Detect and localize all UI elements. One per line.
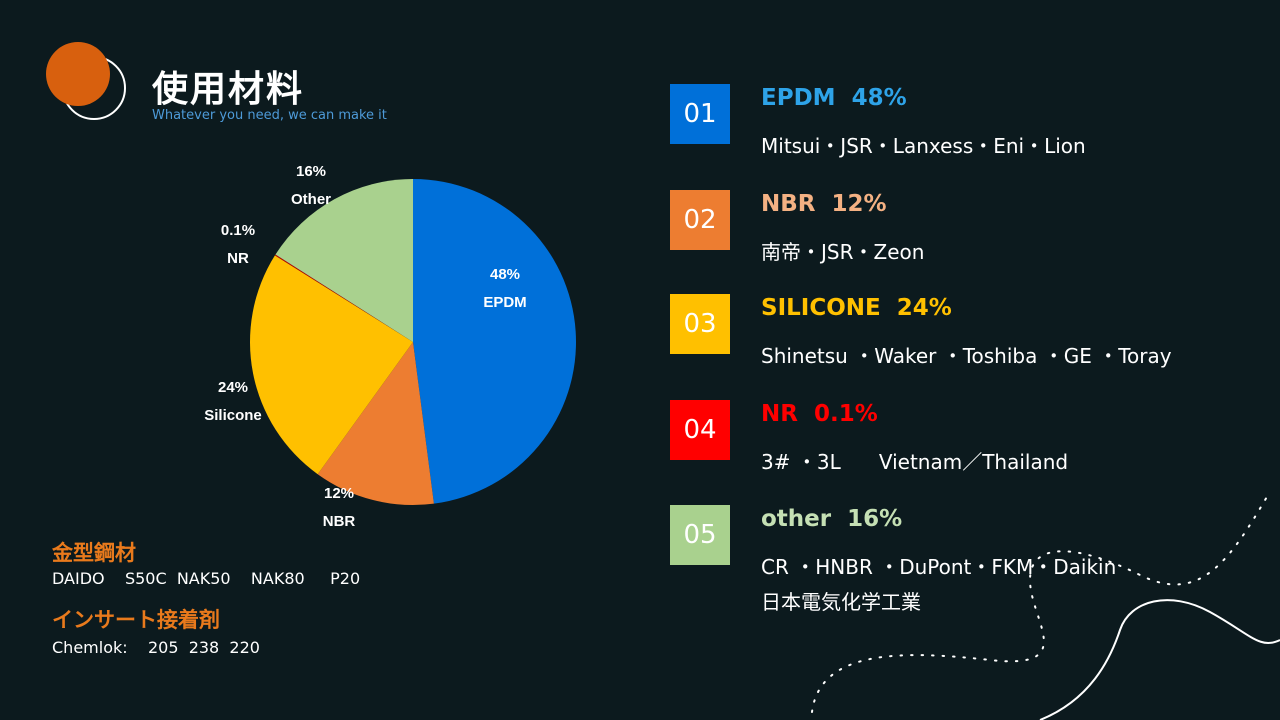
pie-label-silicone: 24% Silicone (204, 374, 262, 430)
pie-label-value: 48% (489, 266, 521, 283)
material-suppliers: 南帝・JSR・Zeon (761, 240, 925, 264)
material-suppliers: CR ・HNBR ・DuPont・FKM・Daikin (761, 555, 1117, 579)
pie-label-value: 0.1% (220, 222, 256, 239)
logo-dot-icon (46, 42, 110, 106)
pie-label-value: 12% (323, 485, 355, 502)
material-suppliers: Shinetsu ・Waker ・Toshiba ・GE ・Toray (761, 344, 1172, 368)
material-heading: NR 0.1% (761, 401, 878, 427)
pie-slice-other (275, 179, 413, 342)
pie-label-name: Other (290, 191, 332, 208)
material-number-badge: 04 (670, 400, 730, 460)
mold-steel-text: DAIDO S50C NAK50 NAK80 P20 (52, 569, 361, 588)
material-number-badge: 05 (670, 505, 730, 565)
material-suppliers: Mitsui・JSR・Lanxess・Eni・Lion (761, 134, 1086, 158)
material-heading: EPDM 48% (761, 85, 907, 111)
page-title: 使用材料 (152, 69, 305, 110)
adhesive-heading: インサート接着剤 (52, 608, 220, 632)
adhesive-text: Chemlok: 205 238 220 (52, 638, 260, 657)
pie-label-nbr: 12% NBR (323, 480, 356, 536)
material-number-badge: 01 (670, 84, 730, 144)
pie-label-nr: 0.1% NR (221, 217, 255, 273)
pie-label-name: NR (227, 250, 249, 267)
mold-steel-heading: 金型鋼材 (52, 541, 136, 565)
material-heading: NBR 12% (761, 191, 887, 217)
pie-label-epdm: 48% EPDM (483, 261, 526, 317)
pie-slice-epdm (413, 179, 576, 504)
pie-label-name: NBR (322, 513, 356, 530)
material-heading: other 16% (761, 506, 903, 532)
material-suppliers: 3# ・3L Vietnam／Thailand (761, 450, 1069, 474)
pie-slice-nbr (317, 342, 434, 505)
page-subtitle: Whatever you need, we can make it (152, 108, 387, 123)
pie-label-other: 16% Other (291, 158, 331, 214)
material-heading: SILICONE 24% (761, 295, 952, 321)
pie-label-value: 16% (295, 163, 327, 180)
material-number-badge: 03 (670, 294, 730, 354)
pie-slice-silicone (250, 255, 413, 475)
material-number-badge: 02 (670, 190, 730, 250)
pie-label-name: EPDM (483, 294, 527, 311)
pie-slice-nr (274, 254, 413, 342)
pie-label-value: 24% (217, 379, 249, 396)
material-suppliers-extra: 日本電気化学工業 (761, 590, 921, 614)
pie-label-name: Silicone (204, 407, 262, 424)
